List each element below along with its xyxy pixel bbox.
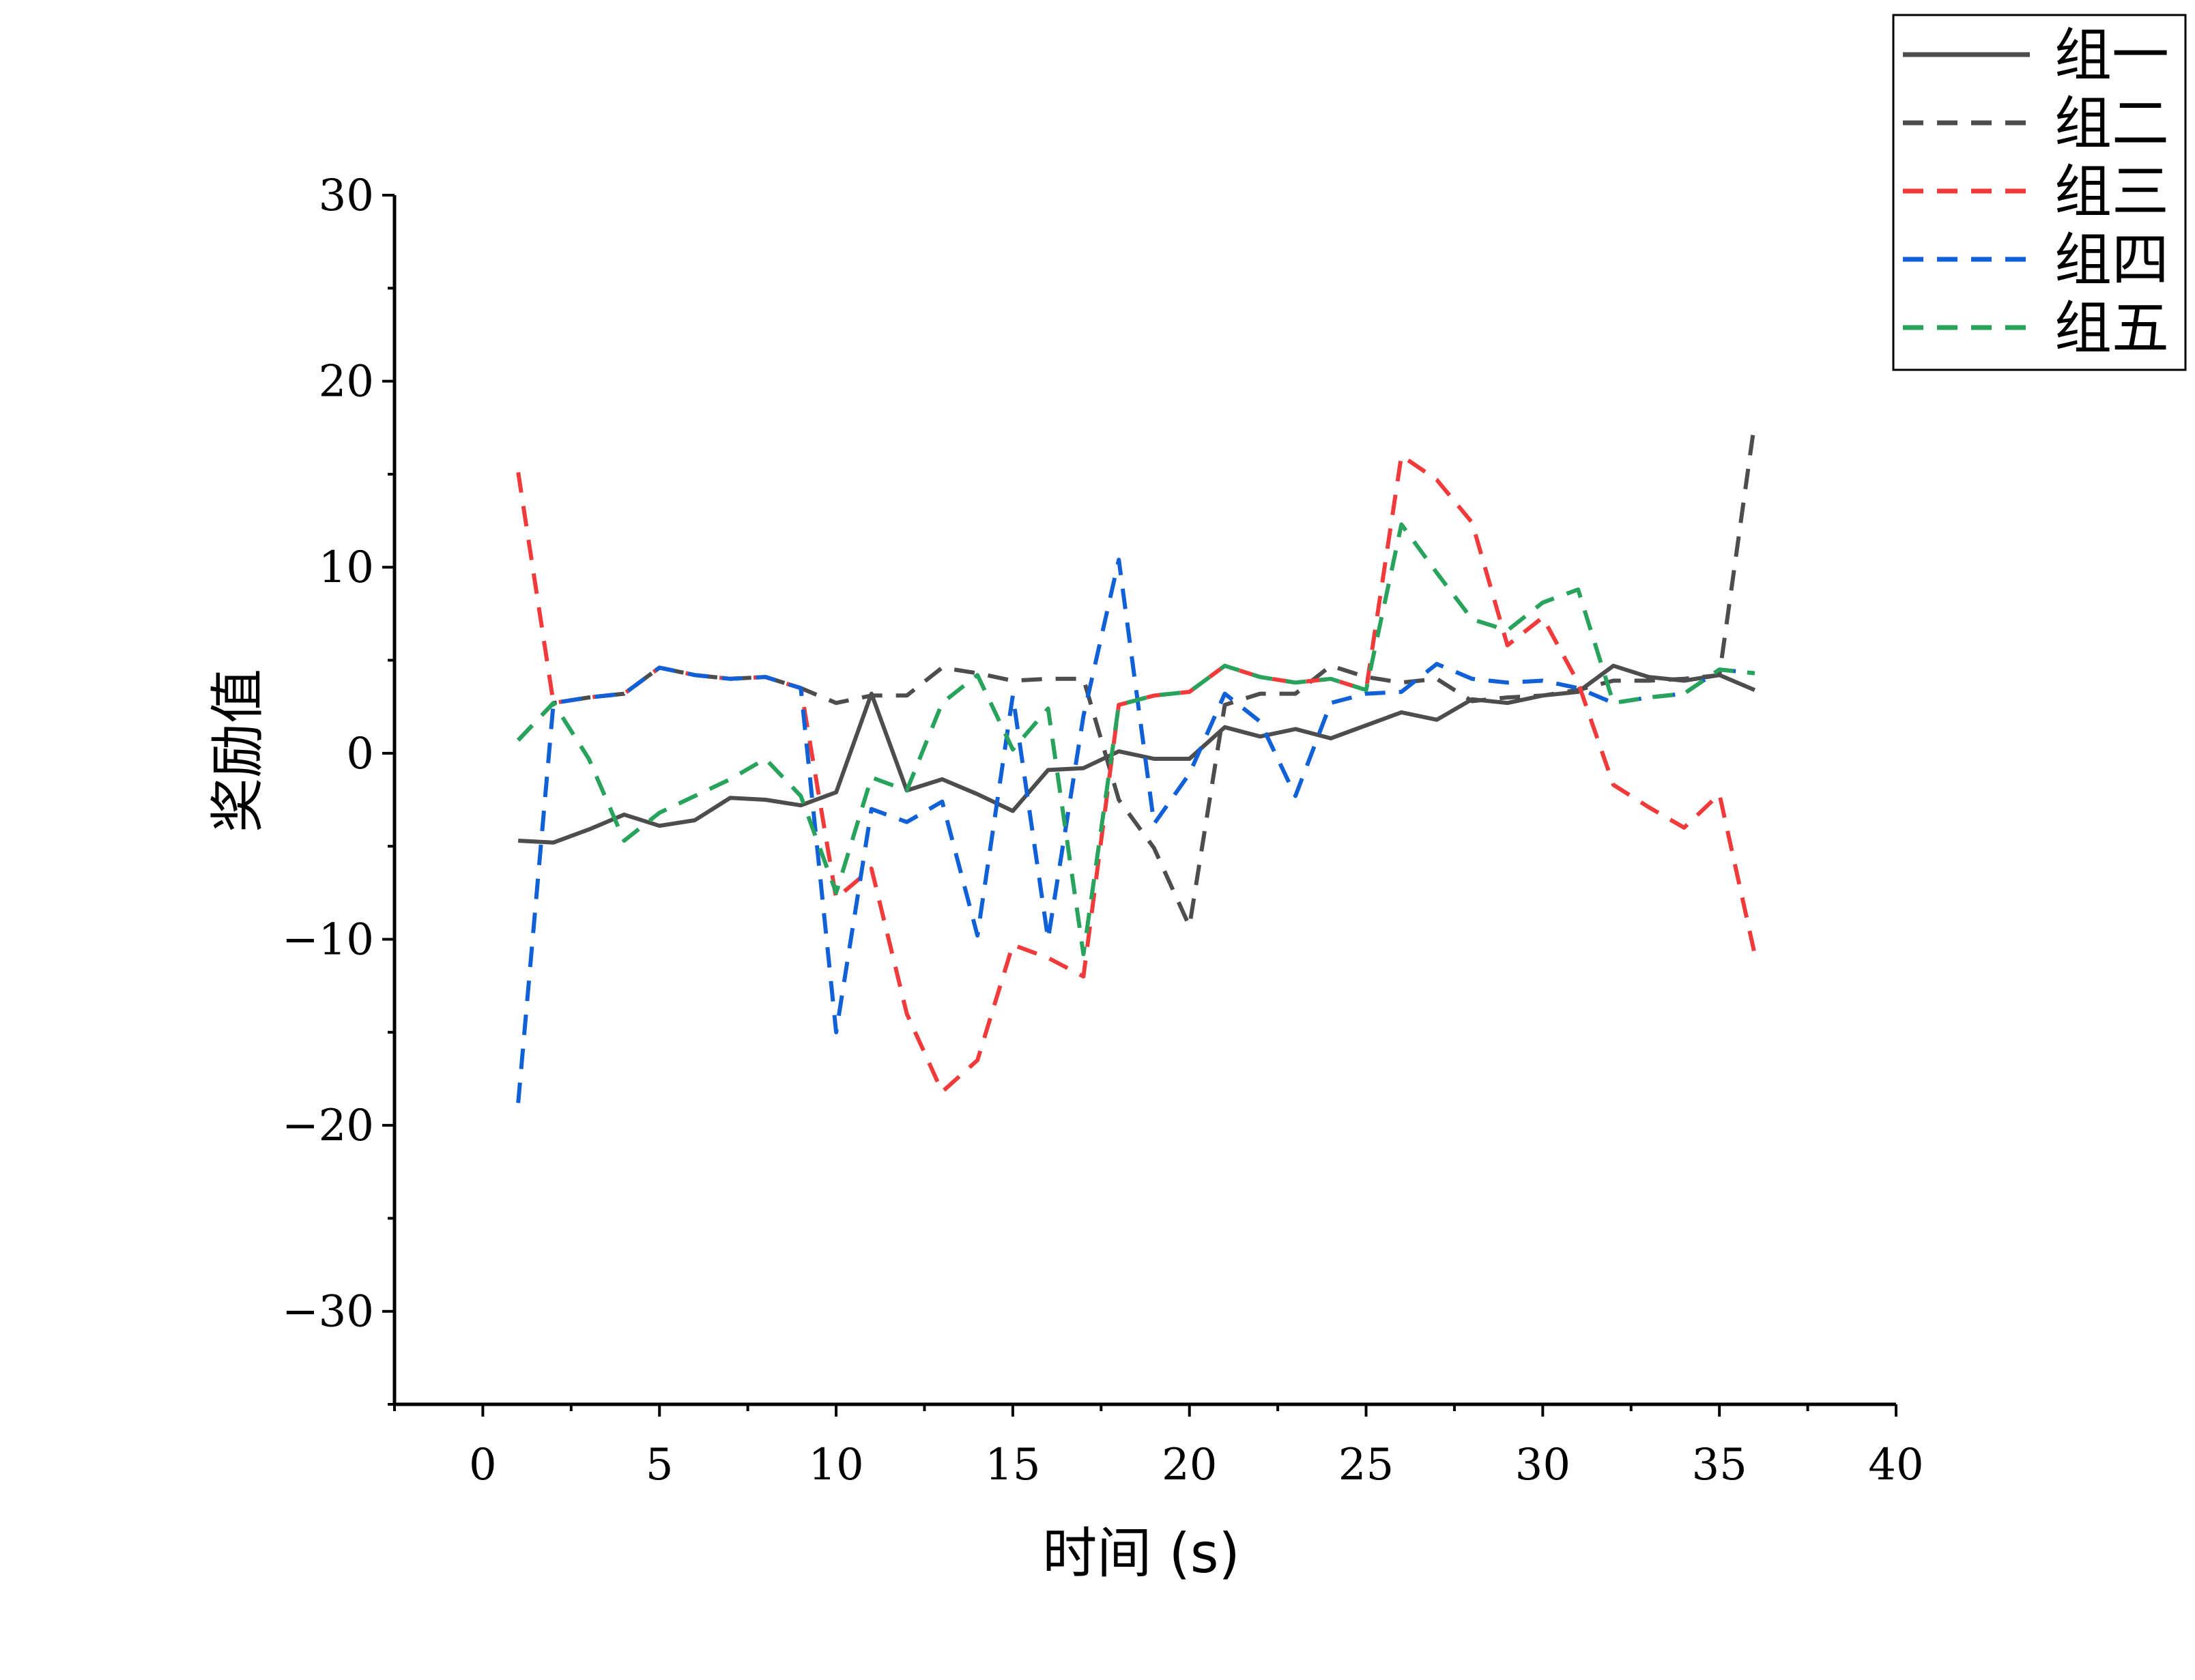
y-axis-title: 奖励值 <box>206 669 270 832</box>
x-tick-label: 15 <box>985 1440 1040 1490</box>
x-tick-label: 5 <box>646 1440 674 1490</box>
x-tick-label: 30 <box>1515 1440 1570 1490</box>
legend-label-1: 组一 <box>2054 22 2169 89</box>
series-line-4 <box>516 557 1755 1103</box>
y-tick-label: 30 <box>319 171 374 221</box>
x-tick-label: 20 <box>1162 1440 1217 1490</box>
series-line-5 <box>517 522 1755 957</box>
x-tick-label: 40 <box>1868 1440 1923 1490</box>
x-tick-label: 35 <box>1691 1440 1747 1490</box>
y-tick-label: 0 <box>346 729 374 779</box>
y-tick-label: −10 <box>282 914 374 965</box>
x-tick-label: 0 <box>469 1440 497 1490</box>
y-tick-label: −20 <box>282 1101 374 1151</box>
y-tick-label: −30 <box>282 1287 374 1337</box>
y-tick-label: 10 <box>319 542 374 593</box>
axes: 30 20 10 0 −10 −20 −30 0 5 10 15 20 25 30 35 40 <box>282 171 1924 1490</box>
x-tick-label: 25 <box>1338 1440 1394 1490</box>
y-tick-label: 20 <box>319 357 374 407</box>
legend-label-2: 组二 <box>2054 90 2169 157</box>
x-axis-title: 时间 (s) <box>1042 1522 1240 1585</box>
series-line-2 <box>517 422 1757 929</box>
plot-lines <box>516 422 1757 1103</box>
legend-label-3: 组三 <box>2054 158 2169 225</box>
x-tick-label: 10 <box>808 1440 863 1490</box>
legend-label-5: 组五 <box>2054 295 2169 362</box>
series-line-3 <box>516 453 1757 1094</box>
legend-label-4: 组四 <box>2054 227 2169 293</box>
